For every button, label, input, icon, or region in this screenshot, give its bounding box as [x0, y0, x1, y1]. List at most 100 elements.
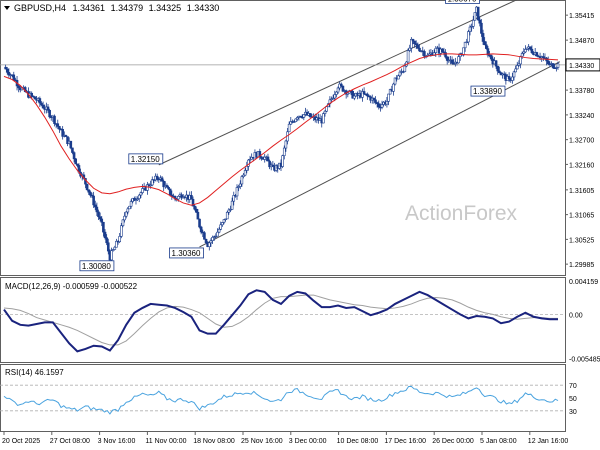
candle-body	[5, 68, 9, 73]
candle	[225, 210, 229, 220]
candle-body	[388, 89, 392, 95]
candle	[203, 231, 206, 240]
candle	[486, 45, 490, 58]
candle	[366, 92, 369, 100]
candle-body	[367, 95, 371, 98]
candle	[124, 211, 128, 219]
candle-body	[204, 239, 208, 244]
rsi-tick-label: 50	[569, 396, 577, 403]
close-value: 1.34330	[187, 3, 220, 13]
candle	[89, 190, 92, 198]
collapse-triangle-icon[interactable]	[4, 6, 10, 10]
candle-body	[268, 160, 271, 168]
candle	[238, 180, 242, 190]
candle	[204, 238, 208, 245]
candle-body	[555, 67, 558, 69]
candle-body	[193, 205, 196, 210]
symbol-label: GBPUSD,H4	[14, 3, 66, 13]
candle-body	[330, 98, 333, 101]
candle-body	[72, 152, 76, 160]
candle	[98, 212, 102, 222]
candle-body	[468, 26, 472, 32]
candle	[416, 42, 420, 50]
candle	[555, 66, 558, 72]
candle	[105, 234, 108, 246]
candle-body	[556, 63, 560, 68]
candle-body	[465, 41, 469, 44]
candle	[123, 212, 126, 223]
candle	[232, 191, 236, 206]
candle	[227, 207, 231, 215]
candle-body	[294, 118, 297, 122]
candle-body	[462, 47, 465, 56]
candle-body	[150, 179, 154, 186]
candle-body	[224, 218, 227, 220]
open-value: 1.34361	[73, 3, 106, 13]
candle-body	[229, 209, 232, 211]
candle	[287, 121, 291, 133]
candle-body	[126, 208, 130, 213]
candle	[331, 94, 335, 100]
candle-body	[372, 97, 376, 101]
candle	[530, 45, 534, 55]
candle	[271, 160, 275, 168]
candle	[411, 38, 415, 45]
candle	[465, 38, 469, 44]
candle	[441, 48, 444, 53]
candle-body	[190, 195, 193, 200]
candle-body	[282, 147, 286, 156]
candle-body	[411, 38, 415, 42]
candle	[209, 238, 213, 247]
price-annotation: 1.30080	[79, 260, 115, 272]
candle-body	[339, 83, 343, 87]
candle-body	[41, 104, 45, 109]
candle-body	[485, 44, 488, 49]
macd-line	[3, 289, 558, 353]
candle-body	[248, 158, 252, 161]
candle-body	[7, 72, 11, 76]
candle-body	[160, 177, 164, 182]
candle	[38, 96, 42, 107]
x-tick-label: 18 Nov 08:00	[193, 438, 235, 445]
candle	[483, 37, 486, 46]
candle	[489, 54, 493, 61]
candle	[281, 154, 284, 169]
candle	[282, 145, 286, 160]
candle-body	[180, 194, 183, 199]
candle	[222, 219, 226, 225]
candle	[339, 82, 343, 88]
candle-body	[519, 56, 522, 65]
candle-body	[498, 70, 501, 73]
candle-body	[260, 156, 263, 159]
macd-signal-line	[3, 294, 558, 346]
candle	[126, 206, 130, 215]
candle	[72, 151, 76, 163]
candle-body	[38, 98, 42, 104]
candle	[520, 51, 524, 59]
candle-body	[141, 188, 144, 193]
candle	[103, 229, 107, 240]
candle	[4, 64, 7, 70]
candle-body	[351, 91, 354, 99]
candle-body	[235, 187, 239, 197]
candle	[542, 53, 545, 62]
candle	[90, 192, 94, 198]
candle	[289, 117, 293, 125]
candle-body	[129, 201, 133, 207]
candle	[388, 88, 392, 95]
candle	[481, 29, 485, 45]
candle-body	[341, 85, 345, 92]
candle-body	[211, 237, 214, 241]
candle	[470, 23, 473, 32]
candle	[408, 44, 412, 52]
candle-body	[237, 186, 240, 188]
candle-body	[134, 199, 138, 201]
candle-body	[414, 43, 418, 46]
candle	[507, 72, 511, 83]
candle-body	[463, 41, 467, 49]
candle-body	[85, 183, 89, 191]
candle	[219, 221, 223, 231]
candle-body	[530, 48, 534, 54]
candle-body	[333, 94, 337, 99]
candle	[150, 176, 154, 187]
